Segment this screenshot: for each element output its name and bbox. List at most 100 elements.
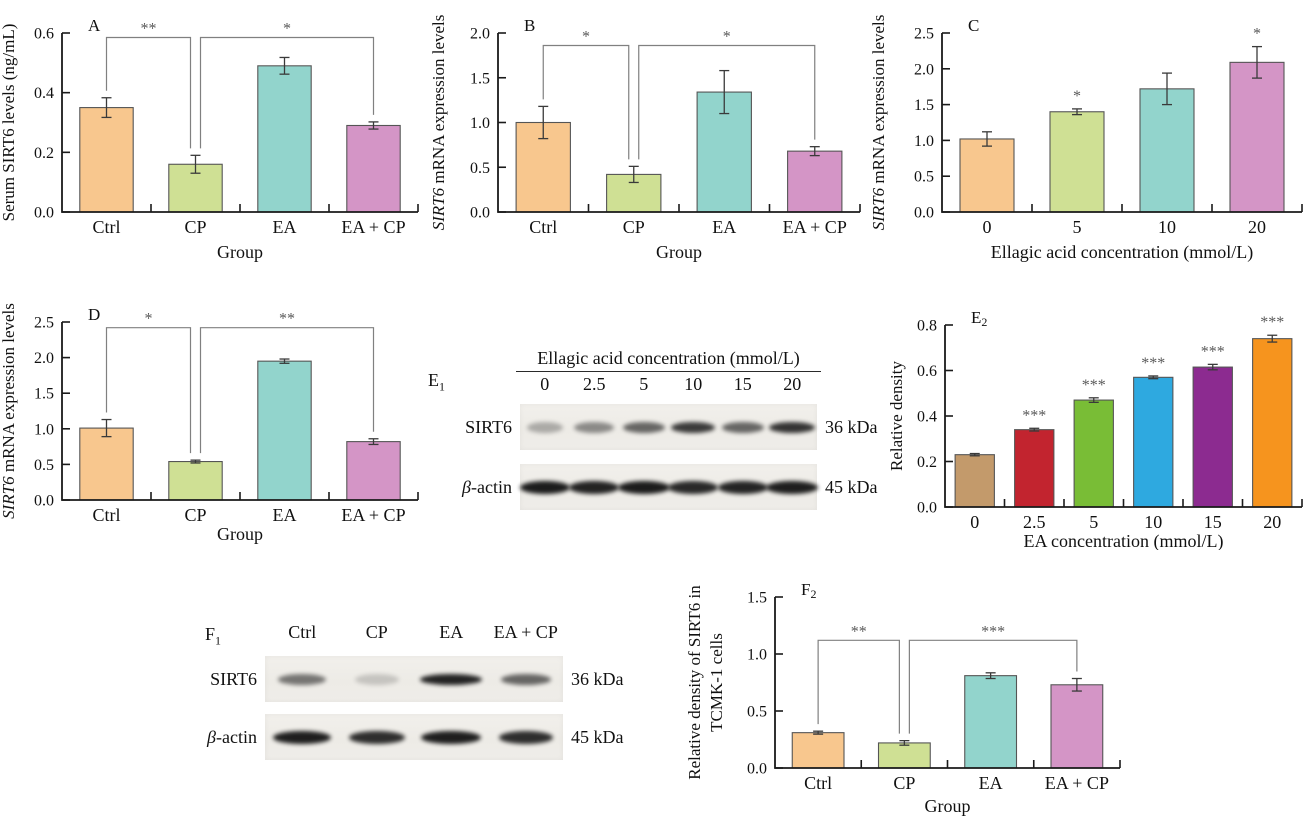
svg-text:1.5: 1.5 <box>747 590 767 607</box>
svg-text:Relative density of SIRT6 in: Relative density of SIRT6 in <box>686 585 704 780</box>
svg-text:0.0: 0.0 <box>917 500 937 517</box>
blot-f1-bactin-label: β-actin <box>207 727 257 747</box>
svg-text:0.4: 0.4 <box>34 85 54 102</box>
protein-band <box>766 480 819 494</box>
protein-band <box>569 480 620 494</box>
blot-e1-sirt6-strip <box>520 404 817 450</box>
protein-band <box>617 480 670 494</box>
svg-text:SIRT6 mRNA expression levels: SIRT6 mRNA expression levels <box>432 15 448 231</box>
svg-text:*: * <box>145 311 153 328</box>
svg-text:EA + CP: EA + CP <box>341 505 405 525</box>
svg-text:A: A <box>88 16 101 35</box>
blot-lane-label: 5 <box>639 374 649 394</box>
svg-text:0.8: 0.8 <box>917 318 937 335</box>
svg-text:EA: EA <box>712 217 736 237</box>
blot-f1-lane-labels: Ctrl CP EA EA + CP <box>265 622 563 643</box>
svg-text:*: * <box>582 29 590 46</box>
svg-text:*: * <box>723 29 731 46</box>
panel-f1-western-blot: F1 Ctrl CP EA EA + CP SIRT6 36 kDa β-actin … <box>185 608 660 780</box>
svg-text:0.0: 0.0 <box>34 205 54 222</box>
svg-text:Group: Group <box>217 242 263 262</box>
svg-text:5: 5 <box>1089 512 1098 532</box>
svg-text:1.5: 1.5 <box>470 70 490 87</box>
blot-lane-label: 10 <box>684 374 703 394</box>
protein-band <box>717 480 768 494</box>
svg-text:2.0: 2.0 <box>34 350 54 367</box>
svg-text:***: *** <box>981 623 1005 640</box>
svg-text:*: * <box>283 20 291 37</box>
blot-lane-label: Ctrl <box>288 622 317 642</box>
svg-text:***: *** <box>1201 343 1225 360</box>
protein-band <box>574 421 615 433</box>
svg-text:0.5: 0.5 <box>470 160 490 177</box>
blot-e1-row-sirt6: SIRT6 36 kDa <box>420 404 894 450</box>
svg-text:0.2: 0.2 <box>34 145 54 162</box>
chart-relative-density-tcmk1: 0.0 0.5 1.0 1.5 Ctrl CP EA EA + CP Group Relative… <box>686 580 1121 816</box>
svg-text:0.0: 0.0 <box>34 493 54 510</box>
blot-e1-row-bactin: β-actin 45 kDa <box>420 464 894 510</box>
svg-text:B: B <box>524 16 535 35</box>
svg-text:*: * <box>1253 26 1261 43</box>
svg-text:TCMK-1 cells: TCMK-1 cells <box>707 633 726 732</box>
svg-text:Relative density: Relative density <box>887 361 906 472</box>
blot-lane-label: 20 <box>783 374 802 394</box>
svg-text:0.5: 0.5 <box>747 704 767 721</box>
blot-f1-sirt6-kda: 36 kDa <box>571 669 624 689</box>
svg-text:D: D <box>88 305 100 324</box>
chart-relative-density-ea: 0.0 0.2 0.4 0.6 0.8 0 2.5 5 10 15 20 EA concentrati… <box>887 308 1303 550</box>
protein-band <box>500 673 551 685</box>
svg-text:2.5: 2.5 <box>34 315 54 332</box>
chart-serum-sirt6-levels: 0.0 0.2 0.4 0.6 Ctrl CP EA EA + CP Group Serum SI… <box>0 16 419 262</box>
blot-lane-label: 0 <box>540 374 550 394</box>
svg-text:Group: Group <box>656 242 702 262</box>
blot-e1-sirt6-kda: 36 kDa <box>825 417 878 437</box>
svg-text:0.0: 0.0 <box>747 761 767 778</box>
blot-lane-label: CP <box>365 622 388 642</box>
panel-e2: 0.0 0.2 0.4 0.6 0.8 0 2.5 5 10 15 20 EA concentrati… <box>872 288 1314 550</box>
protein-band <box>769 421 816 433</box>
protein-band <box>622 421 665 433</box>
blot-lane-label: 15 <box>733 374 752 394</box>
svg-text:*: * <box>1073 88 1081 105</box>
panel-f2: 0.0 0.5 1.0 1.5 Ctrl CP EA EA + CP Group Relative… <box>686 558 1144 819</box>
svg-text:1.0: 1.0 <box>470 115 490 132</box>
svg-text:1.0: 1.0 <box>34 421 54 438</box>
svg-text:5: 5 <box>1073 217 1082 237</box>
svg-text:1.0: 1.0 <box>747 647 767 664</box>
svg-text:10: 10 <box>1144 512 1162 532</box>
svg-text:0.4: 0.4 <box>917 409 937 426</box>
svg-text:0.2: 0.2 <box>917 454 937 471</box>
svg-text:20: 20 <box>1248 217 1266 237</box>
svg-text:Serum SIRT6 levels (ng/mL): Serum SIRT6 levels (ng/mL) <box>0 24 18 222</box>
blot-e1-bactin-kda: 45 kDa <box>825 477 878 497</box>
protein-band <box>721 421 764 433</box>
svg-text:***: *** <box>1082 377 1106 394</box>
blot-f1-row-bactin: β-actin 45 kDa <box>185 714 660 760</box>
svg-text:E2: E2 <box>971 308 987 329</box>
svg-text:1.0: 1.0 <box>914 133 934 150</box>
protein-band <box>273 730 332 744</box>
svg-text:***: *** <box>1022 407 1046 424</box>
svg-text:0: 0 <box>970 512 979 532</box>
protein-band <box>498 730 553 744</box>
svg-text:EA concentration (mmol/L): EA concentration (mmol/L) <box>1024 531 1224 550</box>
svg-text:15: 15 <box>1204 512 1222 532</box>
blot-f1-row-sirt6: SIRT6 36 kDa <box>185 656 660 702</box>
svg-text:Ctrl: Ctrl <box>92 217 120 237</box>
svg-text:**: ** <box>279 311 295 328</box>
svg-text:Group: Group <box>925 796 971 816</box>
protein-band <box>668 480 719 494</box>
svg-text:Ctrl: Ctrl <box>92 505 120 525</box>
protein-band <box>354 673 399 685</box>
svg-text:Group: Group <box>217 524 263 544</box>
svg-text:**: ** <box>851 623 867 640</box>
svg-text:EA: EA <box>273 217 297 237</box>
svg-text:EA: EA <box>979 773 1003 793</box>
blot-f1-bactin-kda: 45 kDa <box>571 727 624 747</box>
blot-e1-lane-labels: 0 2.5 5 10 15 20 <box>520 374 817 395</box>
svg-text:10: 10 <box>1158 217 1176 237</box>
svg-text:CP: CP <box>893 773 915 793</box>
svg-text:***: *** <box>1260 314 1284 331</box>
svg-text:CP: CP <box>184 217 206 237</box>
chart-sirt6-mrna-group-b: 0.0 0.5 1.0 1.5 2.0 Ctrl CP EA EA + CP Group SIRT6… <box>432 15 861 262</box>
